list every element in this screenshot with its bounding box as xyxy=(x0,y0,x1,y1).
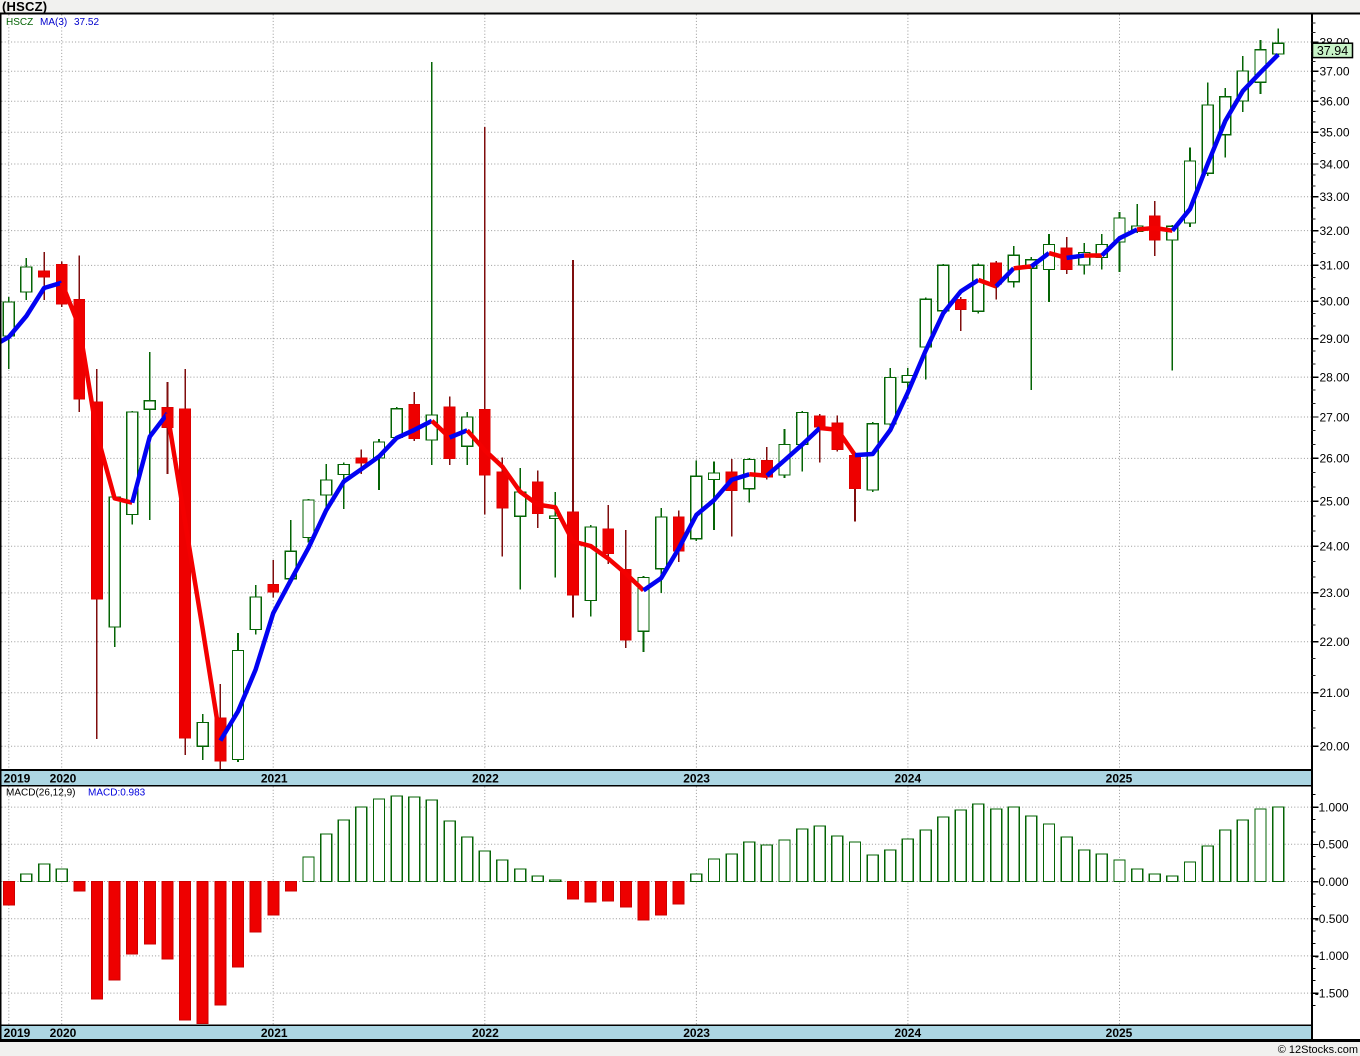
svg-text:© 12Stocks.com: © 12Stocks.com xyxy=(1278,1044,1358,1056)
svg-text:2023: 2023 xyxy=(683,1026,710,1040)
svg-text:2021: 2021 xyxy=(261,771,288,785)
svg-text:34.00: 34.00 xyxy=(1320,157,1350,171)
svg-text:MACD(26,12,9): MACD(26,12,9) xyxy=(6,788,75,799)
svg-text:0.000: 0.000 xyxy=(1319,875,1349,889)
svg-text:2022: 2022 xyxy=(472,1026,499,1040)
svg-text:37.00: 37.00 xyxy=(1320,65,1350,79)
svg-text:24.00: 24.00 xyxy=(1320,540,1350,554)
svg-text:37.94: 37.94 xyxy=(1317,44,1348,58)
svg-text:26.00: 26.00 xyxy=(1320,452,1350,466)
svg-text:37.52: 37.52 xyxy=(74,17,99,28)
svg-text:31.00: 31.00 xyxy=(1320,259,1350,273)
svg-text:23.00: 23.00 xyxy=(1320,586,1350,600)
svg-text:32.00: 32.00 xyxy=(1320,224,1350,238)
svg-text:-1.000: -1.000 xyxy=(1315,949,1349,963)
svg-text:MA(3): MA(3) xyxy=(40,17,67,28)
svg-text:HSCZ: HSCZ xyxy=(6,17,33,28)
svg-text:2019: 2019 xyxy=(4,1026,31,1040)
svg-text:1.000: 1.000 xyxy=(1319,800,1349,814)
svg-text:2024: 2024 xyxy=(894,771,921,785)
svg-text:MACD:0.983: MACD:0.983 xyxy=(88,788,146,799)
svg-text:(HSCZ): (HSCZ) xyxy=(2,0,47,14)
svg-text:30.00: 30.00 xyxy=(1320,295,1350,309)
svg-text:2025: 2025 xyxy=(1106,1026,1133,1040)
svg-text:2023: 2023 xyxy=(683,771,710,785)
svg-text:2020: 2020 xyxy=(50,1026,77,1040)
svg-text:2019: 2019 xyxy=(4,771,31,785)
svg-text:36.00: 36.00 xyxy=(1320,95,1350,109)
svg-text:2021: 2021 xyxy=(261,1026,288,1040)
svg-text:22.00: 22.00 xyxy=(1320,635,1350,649)
svg-text:2024: 2024 xyxy=(894,1026,921,1040)
svg-text:0.500: 0.500 xyxy=(1319,838,1349,852)
svg-text:28.00: 28.00 xyxy=(1320,370,1350,384)
svg-text:-1.500: -1.500 xyxy=(1315,986,1349,1000)
svg-text:2020: 2020 xyxy=(50,771,77,785)
svg-text:29.00: 29.00 xyxy=(1320,332,1350,346)
svg-text:25.00: 25.00 xyxy=(1320,495,1350,509)
svg-text:-0.500: -0.500 xyxy=(1315,912,1349,926)
svg-text:35.00: 35.00 xyxy=(1320,126,1350,140)
svg-text:2025: 2025 xyxy=(1106,771,1133,785)
svg-text:21.00: 21.00 xyxy=(1320,686,1350,700)
svg-text:2022: 2022 xyxy=(472,771,499,785)
svg-text:27.00: 27.00 xyxy=(1320,410,1350,424)
svg-text:20.00: 20.00 xyxy=(1320,740,1350,754)
svg-text:33.00: 33.00 xyxy=(1320,190,1350,204)
